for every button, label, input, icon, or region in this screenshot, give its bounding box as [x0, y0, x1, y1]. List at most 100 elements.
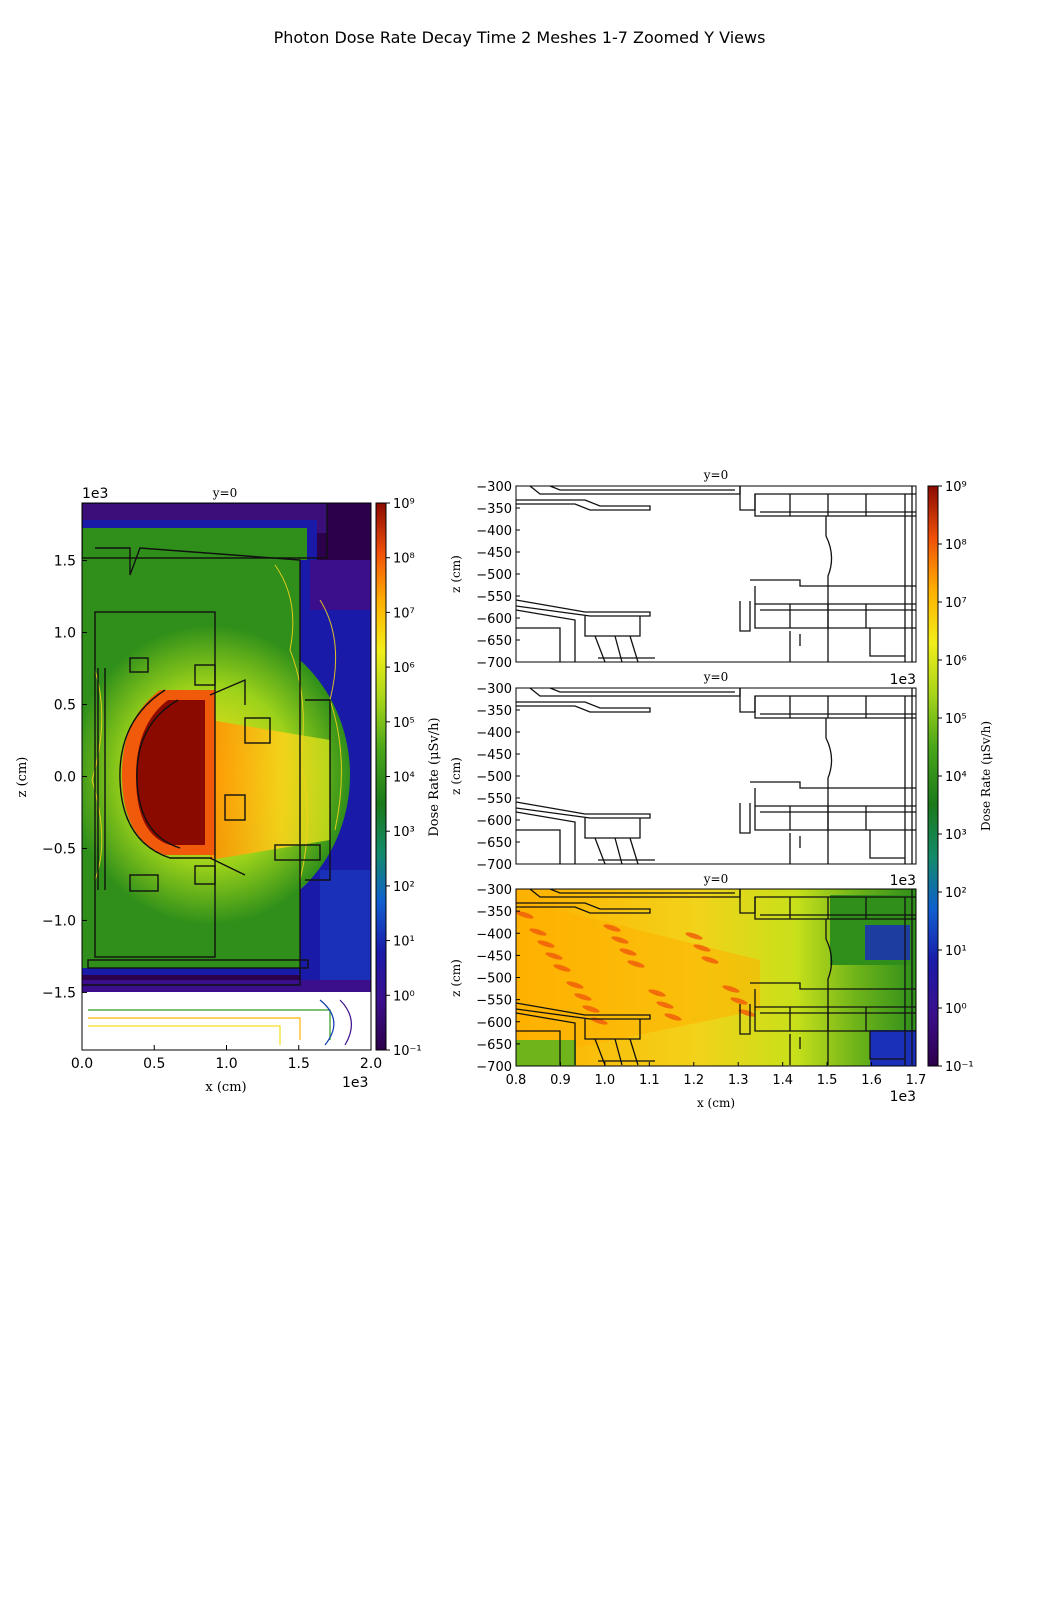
- dose-hotspot: [619, 948, 637, 956]
- colorbar-tick-label: 10¹: [393, 935, 415, 950]
- right-bottom-title: y=0: [703, 872, 728, 886]
- right-bottom-y-label: z (cm): [449, 959, 463, 997]
- right-middle-x-offset: 1e3: [890, 873, 916, 889]
- geometry-outline: [789, 1034, 801, 1065]
- right-y-tick-label: −350: [476, 704, 512, 719]
- left-x-tick-label: 2.0: [360, 1056, 382, 1072]
- dose-hotspot: [722, 985, 740, 993]
- right-x-tick-label: 0.9: [550, 1073, 571, 1088]
- geometry-outline: [789, 1007, 867, 1031]
- right-y-tick-label: −450: [476, 949, 512, 964]
- geometry-outline: [789, 833, 801, 864]
- geometry-outline: [869, 830, 905, 859]
- left-x-ticks: 0.0 0.5 1.0 1.5 2.0: [71, 1045, 382, 1072]
- right-y-tick-label: −450: [476, 546, 512, 561]
- geometry-outline: [750, 579, 916, 587]
- right-y-tick-label: −400: [476, 524, 512, 539]
- geometry-outline: [516, 1030, 561, 1065]
- colorbar-tick-label: 10⁻¹: [945, 1060, 974, 1075]
- right-middle-y-ticks: −300 −350 −400 −450 −500 −550 −600 −650 −700: [476, 682, 520, 873]
- geometry-outline: [584, 1019, 641, 1040]
- right-x-tick-label: 1.1: [639, 1073, 660, 1088]
- colorbar-tick-label: 10⁶: [945, 654, 967, 669]
- dose-hotspot: [648, 989, 666, 997]
- geometry-outline: [516, 599, 651, 617]
- colorbar-tick-label: 10⁵: [945, 712, 967, 727]
- right-y-tick-label: −550: [476, 590, 512, 605]
- geometry-outline: [516, 609, 576, 662]
- geometry-outline: [739, 803, 751, 834]
- colorbar-tick-label: 10⁶: [393, 661, 415, 676]
- geometry-outline: [584, 616, 641, 637]
- right-x-tick-label: 1.2: [683, 1073, 704, 1088]
- geometry-outline: [516, 701, 651, 713]
- dose-hotspot: [603, 924, 621, 932]
- dose-hotspot: [693, 944, 711, 952]
- right-x-tick-label: 1.6: [861, 1073, 882, 1088]
- geometry-outline: [516, 1002, 651, 1020]
- geometry-outline: [754, 604, 916, 629]
- right-x-tick-label: 1.4: [772, 1073, 793, 1088]
- colorbar-tick-label: 10¹: [945, 944, 967, 959]
- geometry-outline: [516, 801, 651, 819]
- dose-hotspot: [566, 981, 584, 989]
- colorbar-tick-label: 10⁹: [393, 497, 415, 512]
- geometry-outline: [789, 897, 906, 919]
- geometry-outline: [869, 1031, 905, 1060]
- right-y-tick-label: −400: [476, 927, 512, 942]
- right-y-tick-label: −600: [476, 814, 512, 829]
- right-y-tick-label: −600: [476, 1016, 512, 1031]
- right-bottom-x-label: x (cm): [697, 1096, 735, 1110]
- geometry-outline: [869, 628, 905, 657]
- right-y-tick-label: −550: [476, 994, 512, 1009]
- dose-hotspot: [701, 956, 719, 964]
- colorbar-tick-label: 10⁴: [945, 770, 967, 785]
- geometry-outline: [750, 982, 916, 990]
- right-y-tick-label: −350: [476, 502, 512, 517]
- geometry-outline: [739, 601, 751, 632]
- left-y-tick-label: 0.5: [54, 698, 76, 714]
- right-y-tick-label: −350: [476, 905, 512, 920]
- right-bottom-heatmap: [516, 889, 916, 1066]
- right-colorbar: [927, 485, 939, 1067]
- left-colorbar: [375, 502, 387, 1051]
- geometry-outline: [549, 688, 735, 693]
- left-y-offset: 1e3: [82, 486, 108, 502]
- geometry-outline: [754, 696, 916, 719]
- right-y-tick-label: −500: [476, 770, 512, 785]
- right-bottom-x-offset: 1e3: [890, 1089, 916, 1105]
- left-x-tick-label: 1.5: [288, 1056, 310, 1072]
- geometry-outline: [754, 1007, 916, 1032]
- dose-hotspot: [611, 936, 629, 944]
- right-middle-heatmap: [516, 688, 916, 864]
- right-y-tick-label: −650: [476, 836, 512, 851]
- colorbar-tick-label: 10⁷: [945, 596, 967, 611]
- right-y-tick-label: −650: [476, 1038, 512, 1053]
- geometry-outline: [516, 829, 561, 864]
- dose-hotspot: [664, 1013, 682, 1021]
- right-y-tick-label: −700: [476, 858, 512, 873]
- geometry-outline: [825, 516, 833, 662]
- right-bottom-y-ticks: −300 −350 −400 −450 −500 −550 −600 −650 −700: [476, 883, 520, 1075]
- right-x-tick-label: 1.7: [906, 1073, 927, 1088]
- left-x-label: x (cm): [205, 1080, 246, 1095]
- geometry-outline: [825, 919, 833, 1065]
- dose-hotspot: [582, 1005, 600, 1013]
- right-y-tick-label: −300: [476, 682, 512, 697]
- right-y-tick-label: −600: [476, 612, 512, 627]
- colorbar-tick-label: 10⁸: [393, 552, 415, 567]
- right-x-tick-label: 1.0: [595, 1073, 616, 1088]
- dose-hotspot: [656, 1001, 674, 1009]
- colorbar-tick-label: 10⁹: [945, 480, 967, 495]
- right-top-y-ticks: −300 −350 −400 −450 −500 −550 −600 −650 −700: [476, 480, 520, 671]
- geometry-outline: [789, 494, 906, 516]
- colorbar-tick-label: 10³: [945, 828, 967, 843]
- figure-title: Photon Dose Rate Decay Time 2 Meshes 1-7…: [273, 28, 766, 47]
- left-y-tick-label: −1.0: [42, 913, 76, 929]
- right-y-tick-label: −700: [476, 656, 512, 671]
- right-colorbar-ticks: 10⁹ 10⁸ 10⁷ 10⁶ 10⁵ 10⁴ 10³ 10² 10¹ 10⁰ 10⁻¹: [938, 480, 974, 1075]
- left-x-offset: 1e3: [342, 1075, 368, 1091]
- colorbar-tick-label: 10⁵: [393, 716, 415, 731]
- geometry-outline: [754, 806, 916, 831]
